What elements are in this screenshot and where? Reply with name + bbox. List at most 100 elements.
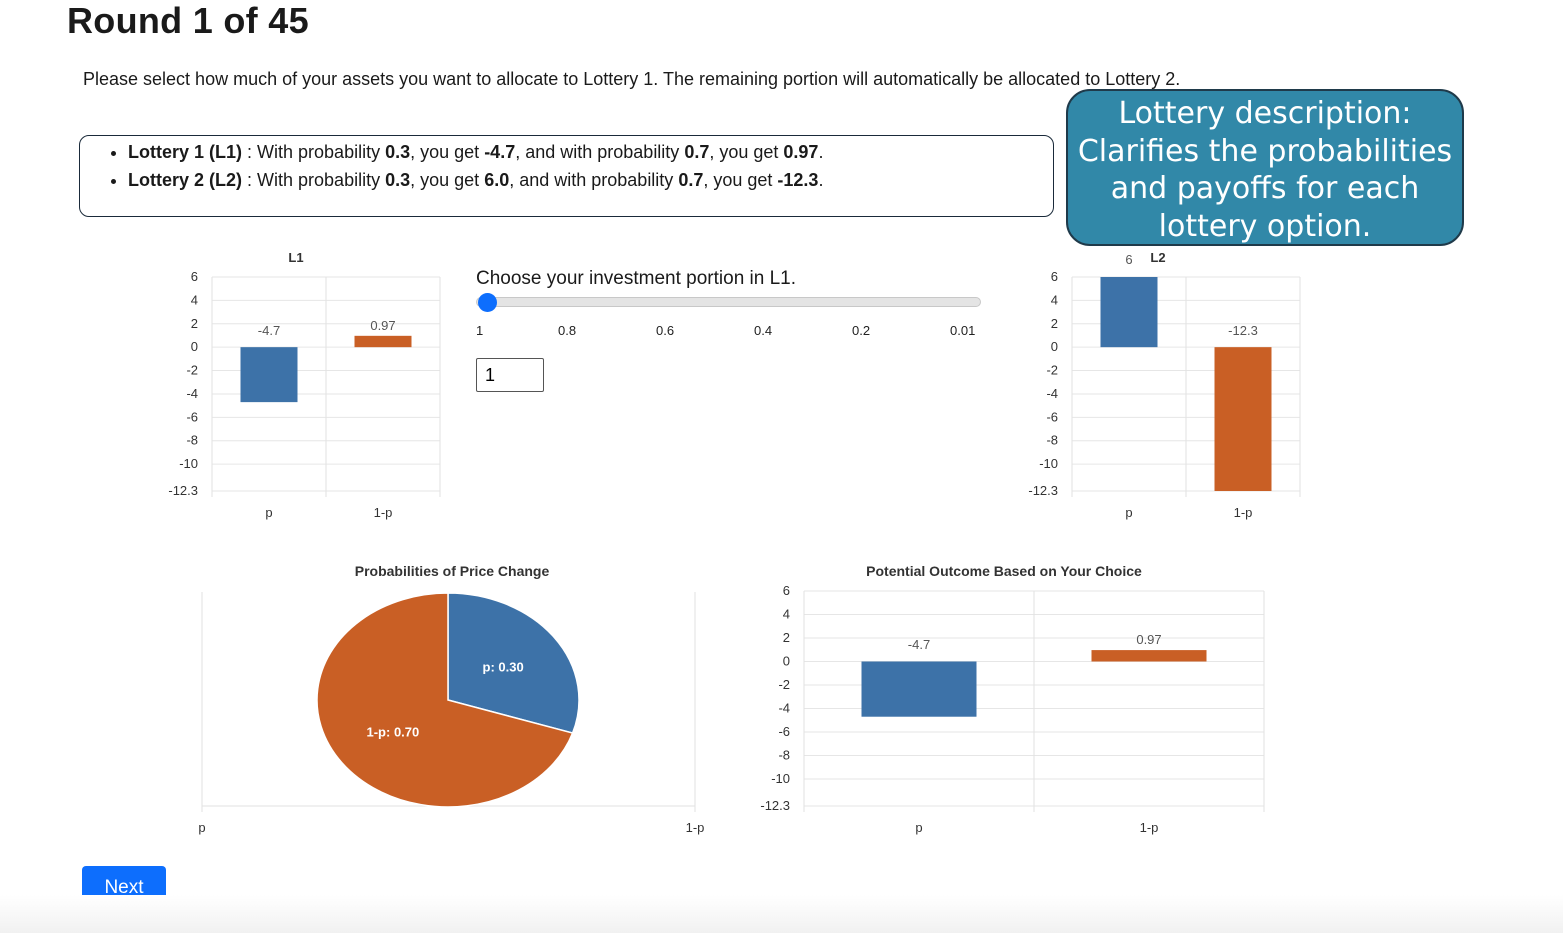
text: , and with probability — [509, 170, 679, 190]
y-tick-label: -2 — [778, 677, 790, 692]
bar-1-p — [1091, 650, 1207, 662]
probability-value: 0.7 — [678, 170, 704, 190]
instructions-text: Please select how much of your assets yo… — [83, 69, 1181, 89]
bar-p — [240, 347, 298, 403]
potential-outcome-bar-chart: Potential Outcome Based on Your Choice 6 4… — [760, 563, 1265, 835]
y-tick-label: -6 — [1046, 409, 1058, 424]
pie-slice-label: 1-p: 0.70 — [367, 725, 420, 740]
annotation-callout: Lottery description: Clarifies the proba… — [1066, 89, 1464, 246]
investment-slider-thumb[interactable] — [478, 293, 497, 312]
y-tick-label: 0 — [191, 339, 198, 354]
y-tick-label: -2 — [1046, 363, 1058, 378]
y-tick-label: 2 — [783, 630, 790, 645]
y-tick-label: 6 — [191, 269, 198, 284]
pie-slice-0 — [447, 592, 580, 734]
text: , you get — [410, 142, 485, 162]
investment-portion-input[interactable] — [476, 358, 544, 392]
slider-tick-label: 0.4 — [754, 323, 773, 338]
y-tick-label: 0 — [1051, 339, 1058, 354]
x-tick-label: 1-p — [1234, 505, 1253, 520]
probability-value: 0.3 — [385, 170, 411, 190]
bar-value-label: 6 — [1125, 252, 1132, 267]
bar-p — [1100, 277, 1158, 348]
slider-tick-label: 1 — [476, 323, 484, 338]
x-tick-label: p — [265, 505, 272, 520]
y-tick-label: 2 — [191, 316, 198, 331]
x-tick-label: p — [198, 820, 205, 835]
callout-line: and payoffs for each — [1110, 171, 1420, 206]
window-bottom-edge — [0, 895, 1563, 933]
bar-value-label: 0.97 — [370, 318, 395, 333]
slider-tick-label: 0.6 — [656, 323, 675, 338]
text: With probability — [257, 142, 386, 162]
lottery-1-description: Lottery 1 (L1) : With probability 0.3, y… — [128, 138, 1053, 166]
y-tick-label: 0 — [783, 653, 790, 668]
slider-tick-label: 0.01 — [950, 323, 976, 338]
x-tick-label: 1-p — [1140, 820, 1159, 835]
lottery-2-description: Lottery 2 (L2) : With probability 0.3, y… — [128, 166, 1053, 194]
y-tick-label: 4 — [1051, 292, 1058, 307]
bar-1-p — [354, 335, 412, 348]
bar-1-p — [1214, 347, 1272, 491]
text: , and with probability — [515, 142, 685, 162]
callout-line: lottery option. — [1158, 208, 1372, 244]
chart-title: L2 — [1150, 250, 1165, 265]
chart-title: Potential Outcome Based on Your Choice — [866, 563, 1142, 579]
y-tick-label: -4 — [1046, 386, 1058, 401]
investment-slider-track[interactable] — [476, 297, 981, 307]
lottery-1-bar-chart: L1 6 4 2 0 -2 -4 -6 -8 -10 -12.3 -4.7 p 0.97 1-p — [168, 250, 441, 520]
text: , you get — [703, 170, 778, 190]
y-tick-label: 6 — [783, 583, 790, 598]
y-tick-label: -8 — [778, 747, 790, 762]
lottery-description-box: Lottery 1 (L1) : With probability 0.3, y… — [79, 135, 1054, 217]
y-tick-label: 6 — [1051, 269, 1058, 284]
chart-title: Probabilities of Price Change — [355, 563, 550, 579]
y-tick-label: -6 — [778, 724, 790, 739]
bar-value-label: -4.7 — [908, 637, 930, 652]
lottery-label: Lottery 2 (L2) — [128, 170, 243, 190]
probabilities-pie-chart: Probabilities of Price Change p 1-p p: 0.30… — [198, 563, 704, 835]
y-tick-label: -12.3 — [1028, 483, 1058, 498]
pie-slice-label: p: 0.30 — [483, 659, 524, 674]
bar-value-label: -4.7 — [258, 323, 280, 338]
probability-value: 0.7 — [684, 142, 710, 162]
y-tick-label: -10 — [1039, 456, 1058, 471]
text: , you get — [410, 170, 485, 190]
text: . — [818, 142, 824, 162]
bar-value-label: 0.97 — [1136, 632, 1161, 647]
y-tick-label: -6 — [186, 409, 198, 424]
text: , you get — [709, 142, 784, 162]
y-tick-label: 4 — [191, 292, 198, 307]
lottery-label: Lottery 1 (L1) — [128, 142, 243, 162]
payoff-value: -4.7 — [484, 142, 516, 162]
y-tick-label: -4 — [778, 700, 790, 715]
x-tick-label: p — [915, 820, 922, 835]
x-tick-label: p — [1125, 505, 1132, 520]
text: With probability — [257, 170, 386, 190]
y-tick-label: -4 — [186, 386, 198, 401]
payoff-value: -12.3 — [777, 170, 819, 190]
y-tick-label: -12.3 — [760, 798, 790, 813]
y-tick-label: 2 — [1051, 316, 1058, 331]
separator: : — [242, 142, 258, 162]
y-tick-label: -12.3 — [168, 483, 198, 498]
text: . — [818, 170, 824, 190]
y-tick-label: -10 — [179, 456, 198, 471]
chart-title: L1 — [288, 250, 303, 265]
pie-slice-1 — [316, 592, 574, 808]
y-tick-label: 4 — [783, 606, 790, 621]
y-tick-label: -8 — [1046, 433, 1058, 448]
y-tick-label: -10 — [771, 771, 790, 786]
slider-tick-label: 0.8 — [558, 323, 577, 338]
bar-p — [861, 661, 977, 717]
y-tick-label: -8 — [186, 433, 198, 448]
probability-value: 0.3 — [385, 142, 411, 162]
slider-label: Choose your investment portion in L1. — [476, 268, 797, 289]
callout-line: Clarifies the probabilities — [1077, 133, 1453, 169]
payoff-value: 6.0 — [484, 170, 510, 190]
page-title: Round 1 of 45 — [67, 0, 309, 41]
bar-value-label: -12.3 — [1228, 323, 1258, 338]
slider-tick-label: 0.2 — [852, 323, 871, 338]
x-tick-label: 1-p — [374, 505, 393, 520]
lottery-2-bar-chart: L2 6 4 2 0 -2 -4 -6 -8 -10 -12.3 6 p -12.3 1-p — [1028, 250, 1301, 520]
